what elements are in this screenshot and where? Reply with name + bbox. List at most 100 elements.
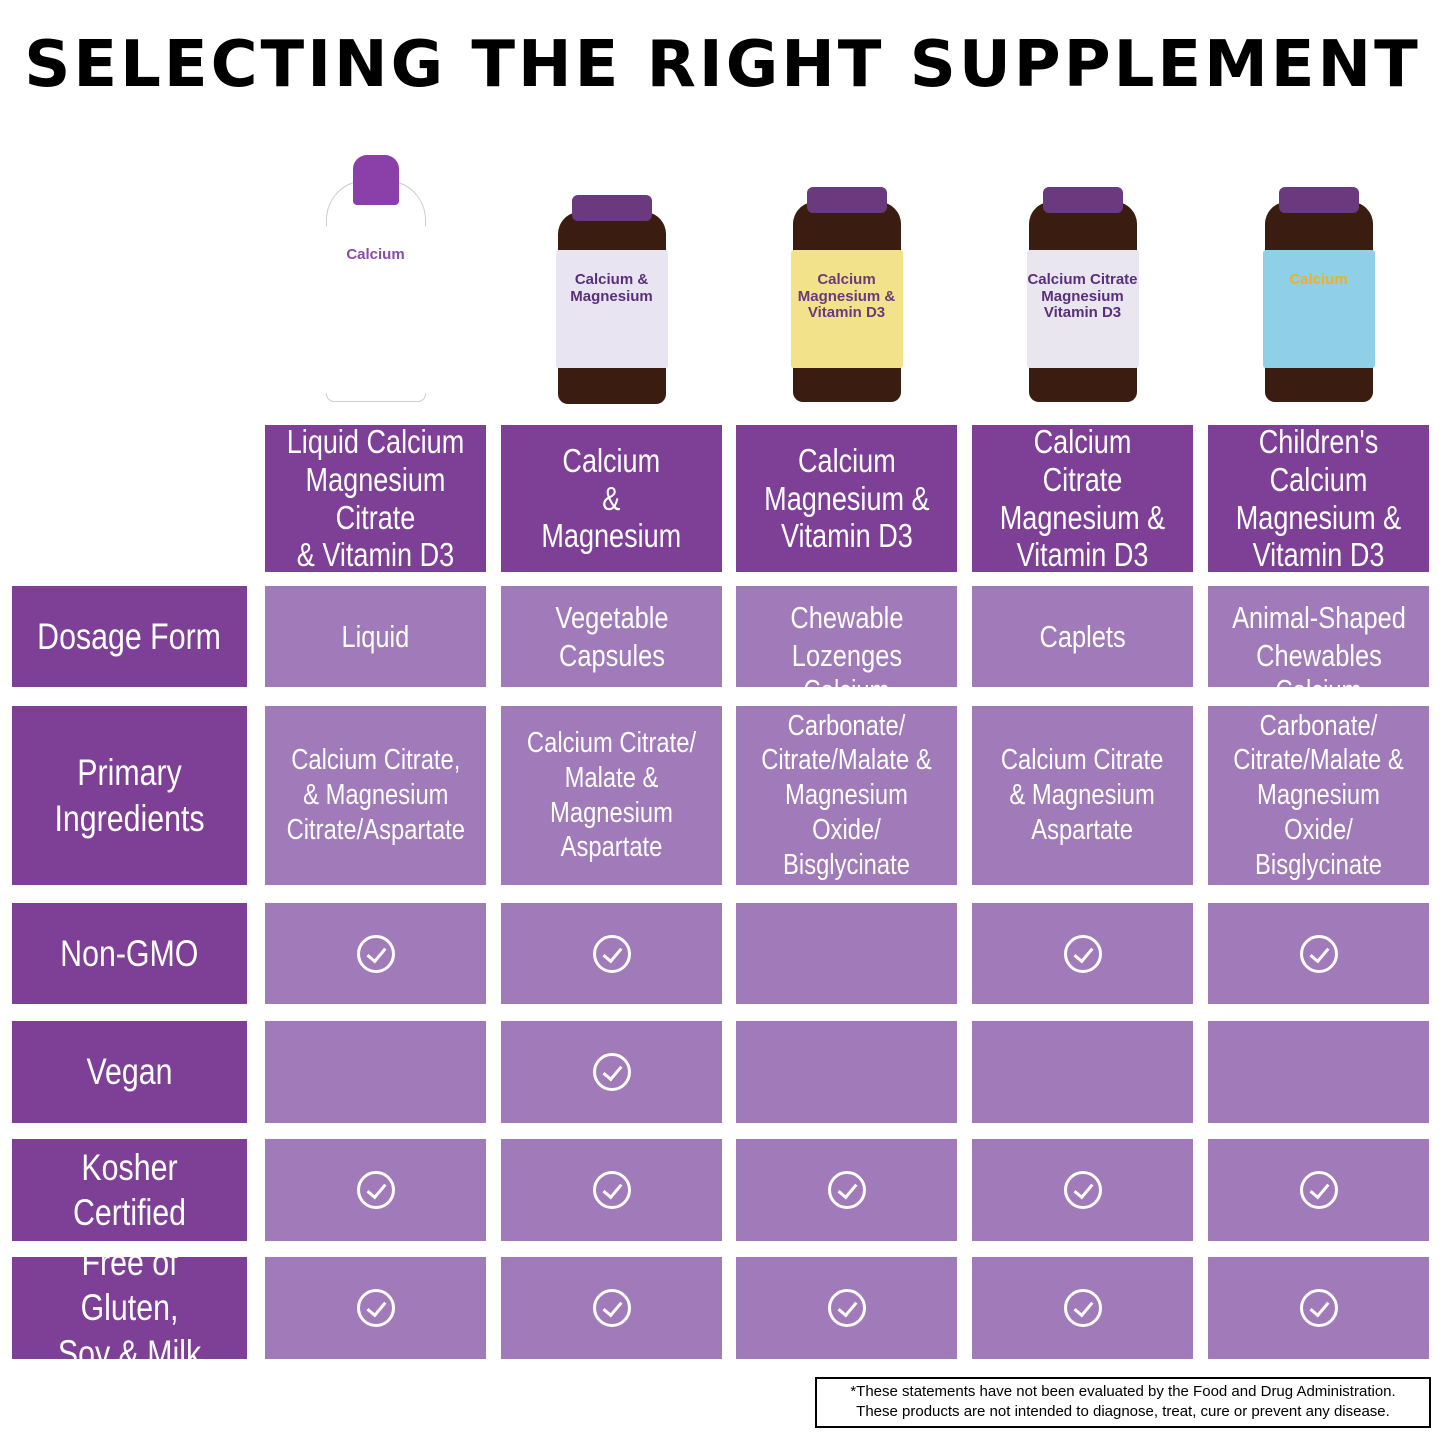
bottle-cap bbox=[806, 187, 887, 213]
table-cell-free-of bbox=[736, 1257, 957, 1359]
product-label-text: Calcium bbox=[346, 246, 405, 263]
cell-text: Liquid bbox=[341, 618, 410, 654]
product-label-text: Calcium Magnesium & Vitamin D3 bbox=[797, 271, 896, 321]
cell-text: Calcium Citrate/ Malate & Magnesium Aspa… bbox=[526, 726, 697, 864]
table-cell-kosher bbox=[501, 1139, 722, 1241]
product-image-caplet-bottle: Calcium Citrate Magnesium Vitamin D3 bbox=[972, 150, 1193, 410]
product-label: Calcium Citrate Magnesium Vitamin D3 bbox=[1026, 250, 1139, 368]
row-label-text: Non-GMO bbox=[60, 932, 199, 974]
table-cell-kosher bbox=[972, 1139, 1193, 1241]
check-circle-icon bbox=[1299, 1289, 1338, 1327]
row-label-free-of: Free of Gluten, Soy & Milk bbox=[12, 1242, 247, 1374]
column-header: Calcium Magnesium & Vitamin D3 bbox=[736, 425, 957, 572]
table-cell-ingredients: Calcium Citrate & Magnesium Aspartate bbox=[972, 706, 1193, 885]
check-circle-icon bbox=[827, 1289, 866, 1327]
column-header: Liquid Calcium Magnesium Citrate & Vitam… bbox=[265, 422, 486, 574]
table-cell-ingredients: Calcium Citrate/ Malate & Magnesium Aspa… bbox=[501, 706, 722, 885]
product-label: Calcium Magnesium & Vitamin D3 bbox=[790, 250, 903, 368]
cell-text: Calcium Carbonate/ Citrate/Malate & Magn… bbox=[1233, 674, 1404, 916]
table-cell-ingredients: Calcium Carbonate/ Citrate/Malate & Magn… bbox=[1208, 675, 1429, 916]
column-header: Calcium & Magnesium bbox=[501, 425, 722, 572]
table-cell-kosher bbox=[736, 1139, 957, 1241]
bottle-cap bbox=[1278, 187, 1359, 213]
check-circle-icon bbox=[1063, 1289, 1102, 1327]
bottle-cap bbox=[571, 195, 652, 221]
row-label-vegan: Vegan bbox=[12, 1021, 247, 1123]
check-circle-icon bbox=[592, 1289, 631, 1327]
product-name: Children's Calcium Magnesium & Vitamin D… bbox=[1235, 422, 1402, 574]
column-header: Calcium Citrate Magnesium & Vitamin D3 bbox=[972, 422, 1193, 574]
check-circle-icon bbox=[592, 1171, 631, 1209]
table-cell-non-gmo bbox=[501, 903, 722, 1004]
cell-text: Caplets bbox=[1039, 618, 1126, 654]
table-cell-kosher bbox=[265, 1139, 486, 1241]
table-cell-dosage-form: Caplets bbox=[972, 586, 1193, 687]
table-cell-free-of bbox=[265, 1257, 486, 1359]
product-name: Calcium Citrate Magnesium & Vitamin D3 bbox=[999, 422, 1166, 574]
row-label-text: Primary Ingredients bbox=[54, 752, 205, 839]
product-image-childrens-bottle: Calcium bbox=[1208, 150, 1429, 410]
product-label: Calcium bbox=[325, 225, 426, 395]
table-cell-vegan bbox=[501, 1021, 722, 1123]
row-label-text: Dosage Form bbox=[37, 615, 222, 657]
table-cell-vegan bbox=[972, 1021, 1193, 1123]
check-circle-icon bbox=[356, 1289, 395, 1327]
bottle-cap bbox=[1042, 187, 1123, 213]
table-cell-non-gmo bbox=[1208, 903, 1429, 1004]
row-label-text: Free of Gluten, Soy & Milk bbox=[57, 1242, 202, 1374]
table-cell-dosage-form: Animal-Shaped Chewables bbox=[1208, 586, 1429, 687]
table-cell-dosage-form: Liquid bbox=[265, 586, 486, 687]
table-cell-vegan bbox=[1208, 1021, 1429, 1123]
table-cell-ingredients: Calcium Citrate, & Magnesium Citrate/Asp… bbox=[265, 706, 486, 885]
check-circle-icon bbox=[356, 934, 395, 973]
check-circle-icon bbox=[592, 934, 631, 973]
cell-text: Calcium Citrate, & Magnesium Citrate/Asp… bbox=[286, 744, 465, 846]
disclaimer-line-1: *These statements have not been evaluate… bbox=[850, 1383, 1396, 1400]
table-cell-free-of bbox=[972, 1257, 1193, 1359]
product-label-text: Calcium & Magnesium bbox=[570, 271, 653, 305]
check-circle-icon bbox=[592, 1053, 631, 1091]
table-cell-dosage-form: Chewable Lozenges bbox=[736, 586, 957, 687]
cell-text: Animal-Shaped Chewables bbox=[1231, 599, 1406, 673]
bottle-cap bbox=[352, 155, 399, 205]
table-cell-non-gmo bbox=[736, 903, 957, 1004]
row-label-text: Vegan bbox=[86, 1051, 173, 1093]
table-cell-free-of bbox=[1208, 1257, 1429, 1359]
row-label-ingredients: Primary Ingredients bbox=[12, 706, 247, 885]
table-cell-dosage-form: Vegetable Capsules bbox=[501, 586, 722, 687]
product-label-text: Calcium bbox=[1289, 271, 1348, 288]
product-name: Calcium & Magnesium bbox=[541, 441, 682, 555]
table-cell-ingredients: Calcium Carbonate/ Citrate/Malate & Magn… bbox=[736, 675, 957, 916]
product-image-chewable-bottle: Calcium Magnesium & Vitamin D3 bbox=[736, 150, 957, 410]
row-label-kosher: Kosher Certified bbox=[12, 1139, 247, 1241]
table-cell-free-of bbox=[501, 1257, 722, 1359]
table-cell-vegan bbox=[265, 1021, 486, 1123]
check-circle-icon bbox=[827, 1171, 866, 1209]
table-cell-non-gmo bbox=[972, 903, 1193, 1004]
product-name: Liquid Calcium Magnesium Citrate & Vitam… bbox=[286, 422, 465, 574]
row-label-non-gmo: Non-GMO bbox=[12, 903, 247, 1004]
product-name: Calcium Magnesium & Vitamin D3 bbox=[763, 441, 930, 555]
product-label-text: Calcium Citrate Magnesium Vitamin D3 bbox=[1027, 271, 1138, 321]
check-circle-icon bbox=[1299, 934, 1338, 973]
check-circle-icon bbox=[356, 1171, 395, 1209]
check-circle-icon bbox=[1063, 1171, 1102, 1209]
table-cell-non-gmo bbox=[265, 903, 486, 1004]
table-cell-vegan bbox=[736, 1021, 957, 1123]
cell-text: Chewable Lozenges bbox=[789, 599, 904, 673]
product-image-capsule-bottle: Calcium & Magnesium bbox=[501, 150, 722, 410]
row-label-text: Kosher Certified bbox=[73, 1146, 186, 1233]
product-label: Calcium & Magnesium bbox=[555, 250, 668, 368]
cell-text: Calcium Carbonate/ Citrate/Malate & Magn… bbox=[761, 674, 932, 916]
check-circle-icon bbox=[1063, 934, 1102, 973]
table-cell-kosher bbox=[1208, 1139, 1429, 1241]
cell-text: Calcium Citrate & Magnesium Aspartate bbox=[1001, 744, 1164, 846]
row-label-dosage-form: Dosage Form bbox=[12, 586, 247, 687]
product-label: Calcium bbox=[1262, 250, 1375, 368]
column-header: Children's Calcium Magnesium & Vitamin D… bbox=[1208, 422, 1429, 574]
check-circle-icon bbox=[1299, 1171, 1338, 1209]
disclaimer-line-2: These products are not intended to diagn… bbox=[856, 1403, 1390, 1420]
page-title: SELECTING THE RIGHT SUPPLEMENT bbox=[24, 28, 1421, 102]
disclaimer: *These statements have not been evaluate… bbox=[815, 1377, 1431, 1428]
cell-text: Vegetable Capsules bbox=[554, 599, 669, 673]
